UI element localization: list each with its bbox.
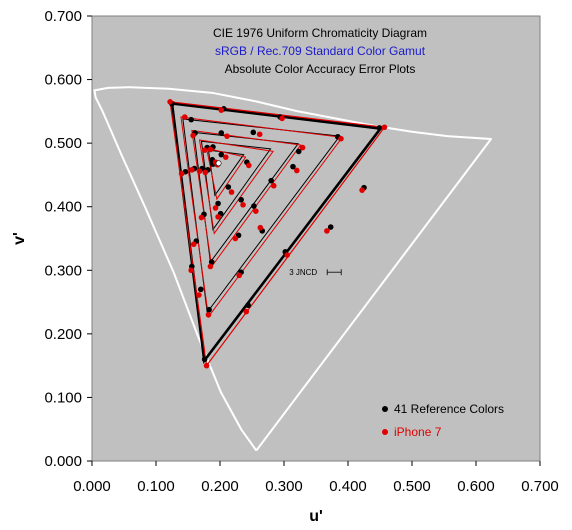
iphone-point-5 [381, 124, 388, 131]
iphone-point-10 [203, 362, 210, 369]
iphone-point-9 [243, 308, 250, 315]
y-tick-label: 0.600 [44, 72, 82, 89]
reference-point-28 [225, 184, 232, 190]
iphone-point-41 [212, 205, 219, 211]
iphone-point-20 [256, 131, 263, 138]
iphone-point-2 [218, 107, 225, 113]
reference-point-38 [206, 306, 212, 313]
reference-point-21 [295, 148, 302, 155]
iphone-point-16 [182, 114, 188, 120]
y-tick-label: 0.400 [44, 199, 82, 216]
iphone-point-15 [202, 169, 209, 176]
title-line-2: sRGB / Rec.709 Standard Color Gamut [215, 44, 426, 58]
legend-marker-2 [382, 429, 388, 435]
reference-point-5 [376, 125, 383, 131]
iphone-point-33 [232, 235, 239, 242]
iphone-point-39 [207, 263, 214, 270]
iphone-point-36 [190, 241, 197, 248]
axes-layer: 0.000 0.100 0.200 0.300 0.400 0.500 0.600 0.700… [11, 8, 559, 525]
iphone-point-13 [189, 167, 195, 173]
x-tick-label: 0.600 [457, 478, 495, 495]
legend-label-1: 41 Reference Colors [394, 402, 504, 416]
jncd-label: 3 JNCD [289, 268, 317, 277]
iphone-point-37 [196, 292, 202, 298]
x-tick-label: 0.700 [521, 478, 559, 495]
reference-point-29 [238, 196, 244, 203]
iphone-point-19 [224, 133, 230, 139]
spectral-locus-layer [93, 86, 493, 452]
reference-point-37 [198, 286, 204, 293]
data-points-layer [167, 99, 388, 369]
iphone-point-11 [188, 267, 194, 274]
reference-point-30 [251, 203, 257, 209]
iphone-point-21 [299, 144, 306, 151]
white-point-marker [215, 160, 222, 167]
reference-point-31 [268, 177, 275, 184]
iphone-point-30 [253, 208, 259, 214]
iphone-point-22 [294, 167, 300, 174]
plot-area [91, 15, 541, 462]
iphone-point-31 [270, 182, 277, 189]
y-tick-label: 0.000 [44, 453, 82, 470]
iphone-point-14 [196, 168, 203, 174]
reference-point-24 [218, 151, 225, 158]
iphone-point-17 [190, 132, 196, 139]
reference-point-7 [327, 224, 334, 230]
title-line-3: Absolute Color Accuracy Error Plots [225, 62, 416, 76]
chart-title: CIE 1976 Uniform Chromaticity Diagram sRG… [213, 26, 427, 76]
legend: 41 Reference Colors iPhone 7 [382, 402, 504, 439]
gamut-triangle-7 [180, 116, 344, 318]
iphone-point-3 [279, 115, 285, 122]
reference-point-10 [201, 356, 208, 363]
gamut-triangles-layer [169, 101, 386, 368]
reference-point-19 [218, 130, 225, 136]
iphone-point-12 [178, 170, 185, 177]
iphone-point-34 [215, 214, 221, 220]
x-tick-label: 0.200 [201, 478, 239, 495]
gamut-triangle-4 [200, 140, 272, 231]
gamut-triangle-9 [198, 139, 275, 235]
title-line-1: CIE 1976 Uniform Chromaticity Diagram [213, 26, 427, 40]
y-tick-label: 0.300 [44, 262, 82, 279]
y-tick-label: 0.100 [44, 389, 82, 406]
y-tick-label: 0.500 [44, 135, 82, 152]
x-tick-label: 0.100 [137, 478, 175, 495]
iphone-point-27 [207, 146, 214, 153]
y-tick-label: 0.200 [44, 326, 82, 343]
iphone-point-24 [222, 154, 229, 160]
iphone-point-40 [236, 272, 242, 279]
iphone-point-32 [257, 224, 264, 231]
jncd-annotation: 3 JNCD [289, 268, 342, 277]
y-axis-title: v' [11, 232, 28, 245]
iphone-point-4 [338, 135, 344, 142]
reference-point-41 [215, 200, 221, 207]
y-tick-label: 0.700 [44, 8, 82, 25]
spectral-locus-curve [93, 86, 493, 452]
iphone-point-18 [201, 147, 208, 153]
iphone-point-23 [246, 162, 252, 169]
iphone-point-7 [324, 228, 330, 234]
reference-point-9 [245, 302, 251, 309]
reference-point-20 [250, 129, 257, 136]
legend-marker-1 [382, 406, 388, 412]
gamut-triangle-6 [169, 101, 386, 368]
iphone-point-8 [284, 252, 291, 258]
reference-point-39 [208, 259, 215, 265]
gamut-triangle-10 [205, 147, 247, 201]
iphone-point-1 [167, 99, 173, 105]
reference-point-16 [188, 116, 194, 123]
x-tick-label: 0.400 [329, 478, 367, 495]
iphone-point-38 [205, 311, 212, 318]
x-tick-label: 0.500 [393, 478, 431, 495]
iphone-point-35 [198, 214, 205, 221]
legend-label-2: iPhone 7 [394, 425, 442, 439]
iphone-point-6 [359, 187, 365, 193]
reference-point-22 [290, 163, 296, 170]
x-axis-title: u' [309, 508, 323, 525]
x-tick-label: 0.000 [73, 478, 111, 495]
x-tick-label: 0.300 [265, 478, 303, 495]
iphone-point-28 [228, 189, 235, 195]
iphone-point-29 [240, 202, 246, 208]
